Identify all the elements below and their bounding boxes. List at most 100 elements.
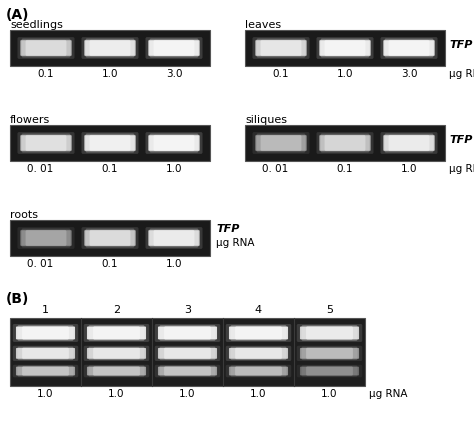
FancyBboxPatch shape [253,132,310,154]
FancyBboxPatch shape [300,327,359,339]
FancyBboxPatch shape [297,365,362,377]
FancyBboxPatch shape [21,133,71,152]
Text: TFP: TFP [449,40,473,50]
FancyBboxPatch shape [26,40,66,56]
FancyBboxPatch shape [384,38,433,57]
FancyBboxPatch shape [93,326,140,340]
Text: 1.0: 1.0 [108,389,125,399]
FancyBboxPatch shape [229,367,288,375]
Text: 4: 4 [255,305,262,315]
FancyBboxPatch shape [84,135,136,151]
FancyBboxPatch shape [87,348,146,359]
FancyBboxPatch shape [154,230,194,246]
FancyBboxPatch shape [146,227,202,249]
FancyBboxPatch shape [155,324,220,342]
FancyBboxPatch shape [230,347,287,360]
Bar [10,30,210,66]
Text: 1.0: 1.0 [102,69,118,79]
FancyBboxPatch shape [84,365,149,377]
FancyBboxPatch shape [261,135,301,151]
Text: TFP: TFP [449,135,473,145]
Text: μg RNA: μg RNA [449,69,474,79]
Text: flowers: flowers [10,115,50,125]
FancyBboxPatch shape [87,367,146,375]
FancyBboxPatch shape [85,38,135,57]
Text: 1.0: 1.0 [337,69,353,79]
FancyBboxPatch shape [325,40,365,56]
FancyBboxPatch shape [230,325,287,341]
FancyBboxPatch shape [235,347,282,359]
FancyBboxPatch shape [158,348,217,359]
FancyBboxPatch shape [89,347,145,360]
FancyBboxPatch shape [22,366,69,376]
FancyBboxPatch shape [150,38,199,57]
FancyBboxPatch shape [90,135,130,151]
FancyBboxPatch shape [26,230,66,246]
Bar [245,125,445,161]
FancyBboxPatch shape [26,135,66,151]
FancyBboxPatch shape [235,326,282,340]
Text: 3.0: 3.0 [401,69,417,79]
FancyBboxPatch shape [21,229,71,248]
FancyBboxPatch shape [320,133,369,152]
FancyBboxPatch shape [256,133,305,152]
Text: 3.0: 3.0 [166,69,182,79]
Text: (A): (A) [6,8,29,22]
FancyBboxPatch shape [18,132,74,154]
FancyBboxPatch shape [90,230,130,246]
Text: 1.0: 1.0 [321,389,338,399]
FancyBboxPatch shape [154,40,194,56]
FancyBboxPatch shape [389,135,429,151]
FancyBboxPatch shape [383,40,435,56]
Text: 1.0: 1.0 [401,164,417,174]
FancyBboxPatch shape [18,37,74,59]
FancyBboxPatch shape [235,366,282,376]
FancyBboxPatch shape [20,135,72,151]
Text: 0. 01: 0. 01 [262,164,288,174]
FancyBboxPatch shape [148,40,200,56]
FancyBboxPatch shape [389,40,429,56]
FancyBboxPatch shape [18,227,74,249]
FancyBboxPatch shape [226,365,291,377]
FancyBboxPatch shape [155,365,220,377]
FancyBboxPatch shape [306,326,353,340]
FancyBboxPatch shape [384,133,433,152]
Text: 0.1: 0.1 [102,164,118,174]
Bar [10,220,210,256]
FancyBboxPatch shape [306,347,353,359]
Text: μg RNA: μg RNA [369,389,408,399]
FancyBboxPatch shape [301,325,357,341]
FancyBboxPatch shape [155,346,220,361]
Text: 1: 1 [42,305,49,315]
FancyBboxPatch shape [159,325,216,341]
FancyBboxPatch shape [164,347,211,359]
FancyBboxPatch shape [226,346,291,361]
Text: 1.0: 1.0 [179,389,196,399]
FancyBboxPatch shape [16,348,75,359]
FancyBboxPatch shape [82,132,138,154]
FancyBboxPatch shape [164,326,211,340]
Bar [245,30,445,66]
FancyBboxPatch shape [82,37,138,59]
FancyBboxPatch shape [230,366,287,377]
FancyBboxPatch shape [306,366,353,376]
FancyBboxPatch shape [154,135,194,151]
FancyBboxPatch shape [148,135,200,151]
FancyBboxPatch shape [381,132,438,154]
FancyBboxPatch shape [300,348,359,359]
FancyBboxPatch shape [297,346,362,361]
FancyBboxPatch shape [13,324,78,342]
FancyBboxPatch shape [18,325,73,341]
Text: roots: roots [10,210,38,220]
Text: 0. 01: 0. 01 [27,259,53,269]
FancyBboxPatch shape [84,324,149,342]
FancyBboxPatch shape [20,40,72,56]
FancyBboxPatch shape [85,229,135,248]
FancyBboxPatch shape [383,135,435,151]
FancyBboxPatch shape [300,367,359,375]
FancyBboxPatch shape [256,38,305,57]
Text: 1.0: 1.0 [37,389,54,399]
FancyBboxPatch shape [93,347,140,359]
FancyBboxPatch shape [226,324,291,342]
Text: seedlings: seedlings [10,20,63,30]
